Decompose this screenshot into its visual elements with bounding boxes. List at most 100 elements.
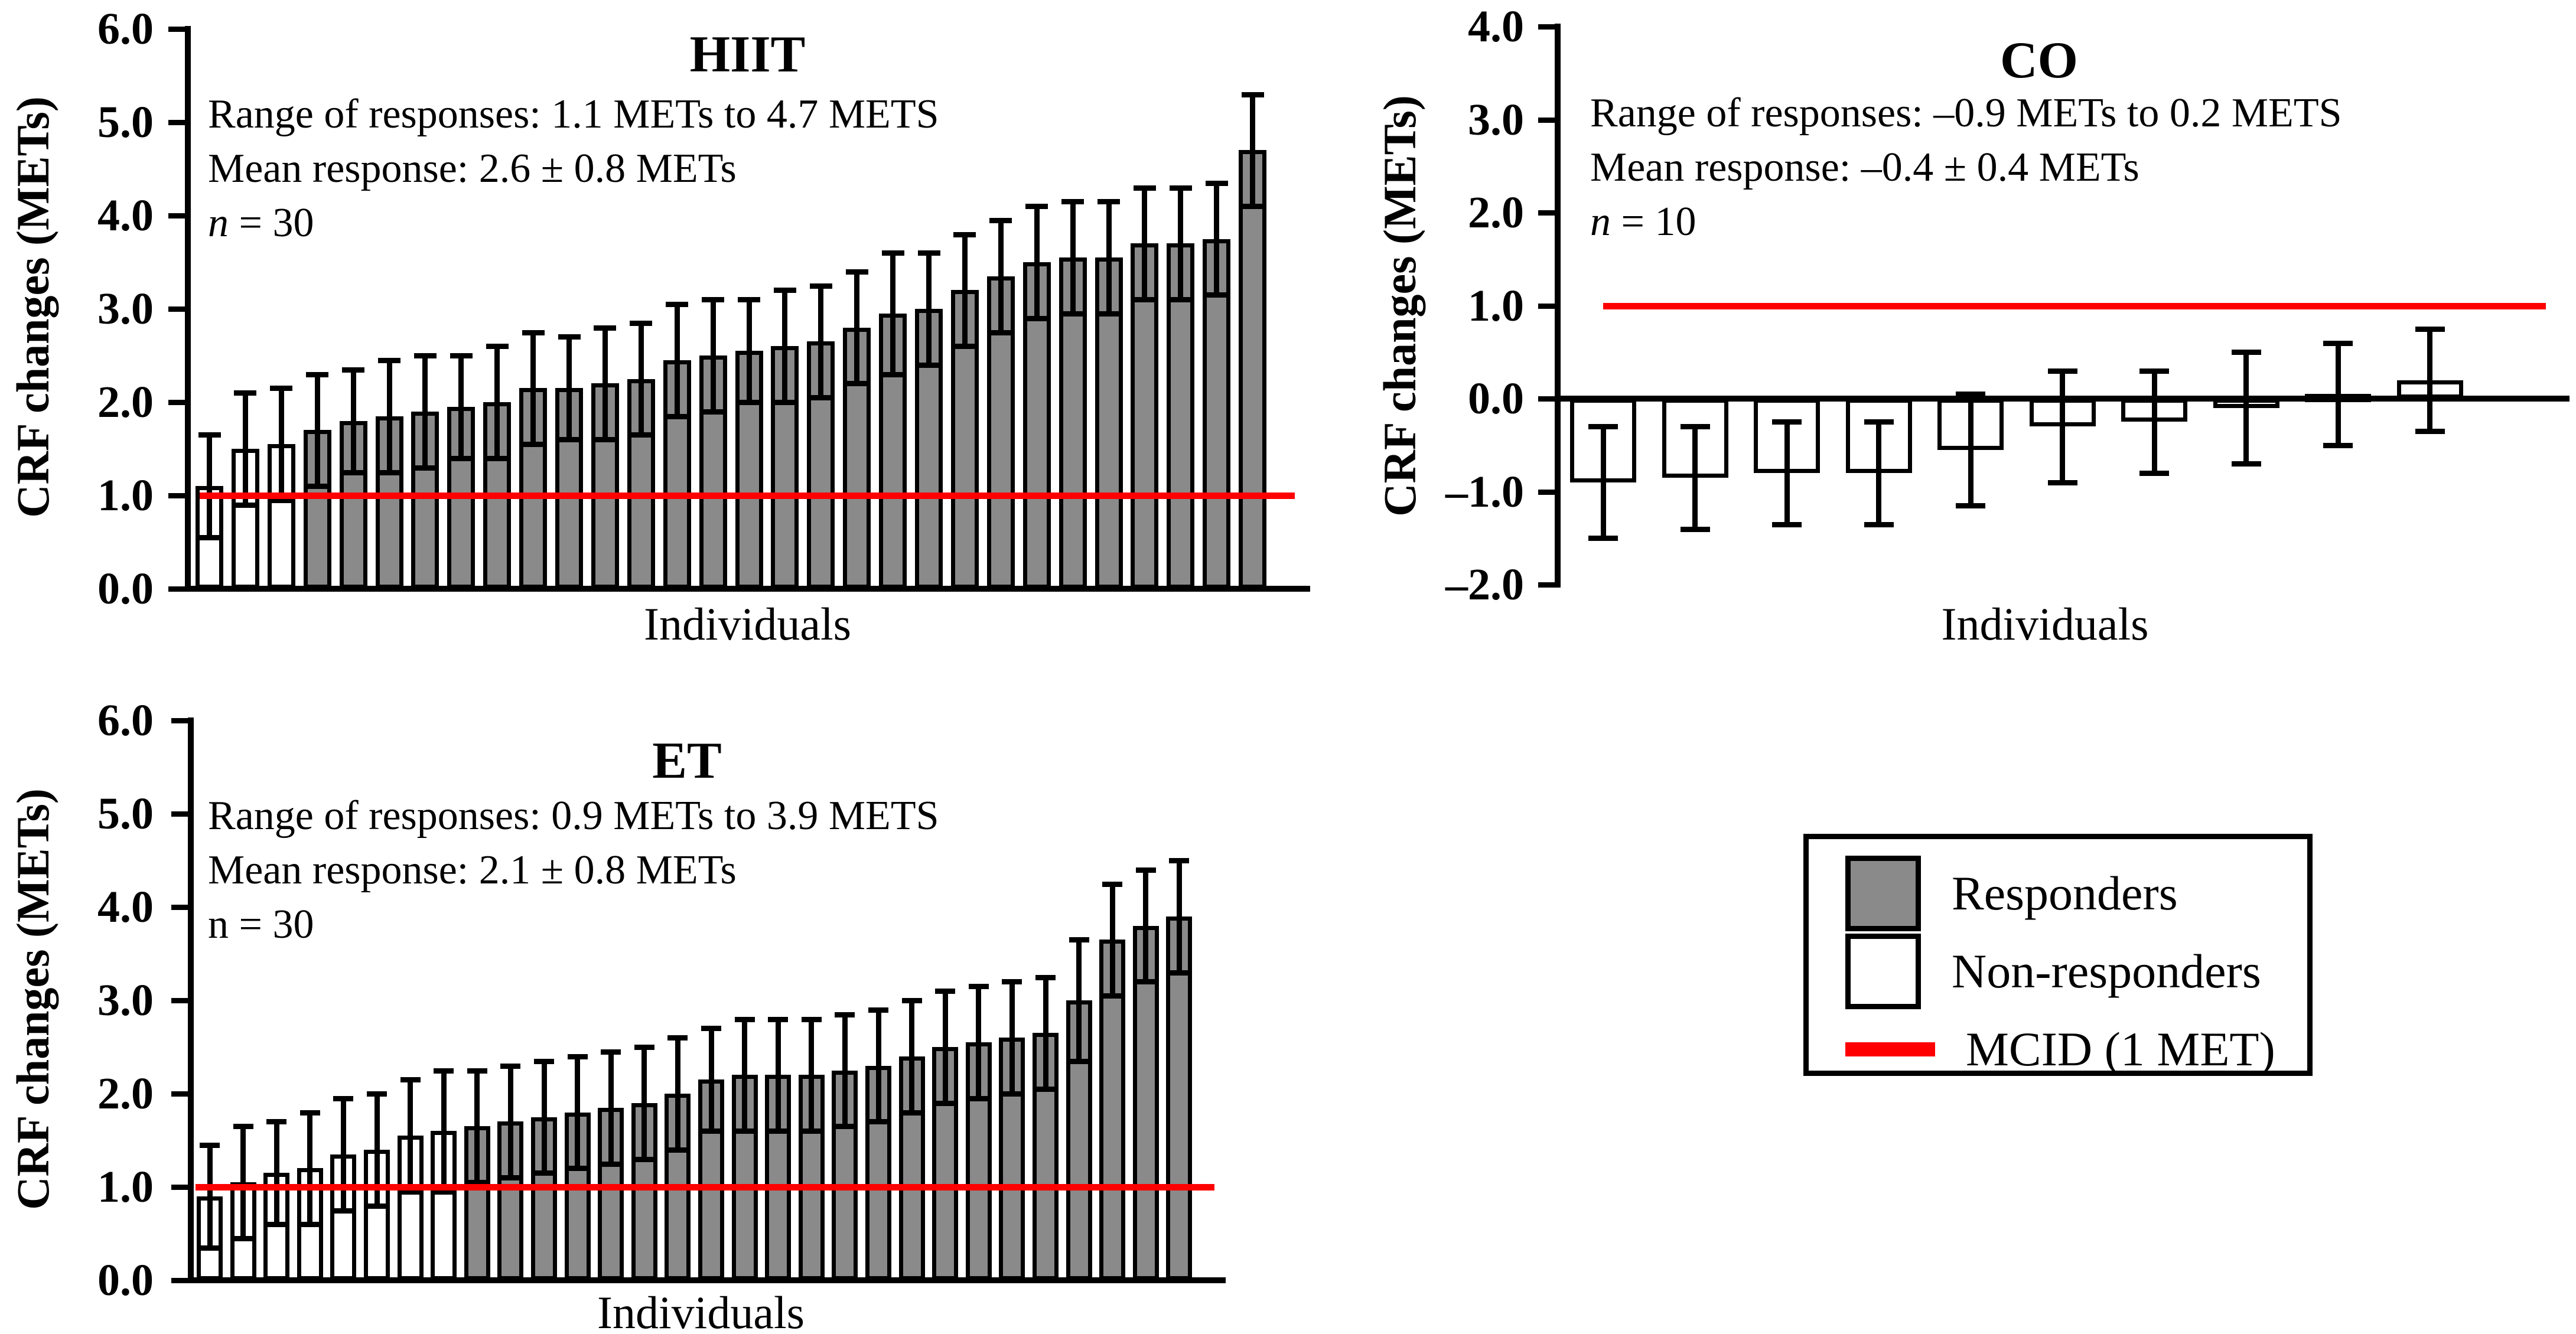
hiit-error-bar-cap	[522, 442, 545, 448]
et-y-axis-tick	[171, 998, 188, 1003]
co-x-axis-label: Individuals	[1941, 598, 2149, 650]
hiit-error-bar-cap	[234, 390, 257, 396]
hiit-error-bar-cap	[1133, 185, 1156, 191]
et-error-bar	[1143, 869, 1149, 982]
et-error-bar-cap	[968, 1095, 989, 1101]
legend-label-responders: Responders	[1952, 866, 2178, 920]
et-error-bar-cap	[233, 1124, 253, 1130]
hiit-error-bar	[1106, 201, 1112, 314]
hiit-error-bar-cap	[450, 353, 473, 358]
hiit-error-bar	[638, 322, 644, 435]
et-error-bar-cap	[200, 1245, 220, 1251]
hiit-error-bar-cap	[342, 469, 365, 475]
et-error-bar-cap	[768, 1128, 789, 1134]
et-error-bar	[240, 1126, 246, 1238]
et-error-bar	[742, 1019, 748, 1131]
co-error-bar	[2335, 343, 2341, 445]
hiit-error-bar-cap	[666, 302, 689, 308]
et-y-axis-tick-label: 3.0	[97, 976, 154, 1025]
hiit-y-axis-tick	[168, 586, 185, 592]
hiit-error-bar	[530, 332, 536, 445]
legend-label-mcid: MCID (1 MET)	[1966, 1022, 2275, 1076]
co-y-axis-tick	[1538, 396, 1555, 402]
et-error-bar-cap	[1002, 1091, 1022, 1097]
hiit-error-bar-cap	[953, 231, 976, 237]
legend-item-non-responders: Non-responders	[1845, 932, 2261, 1010]
hiit-annotations: Range of responses: 1.1 METs to 4.7 METS…	[208, 87, 939, 250]
et-error-bar-cap	[333, 1208, 354, 1214]
et-error-bar-cap	[467, 1068, 487, 1074]
co-error-bar	[2243, 352, 2249, 464]
hiit-error-bar-cap	[1169, 297, 1192, 303]
et-error-bar-cap	[534, 1058, 554, 1064]
hiit-y-axis-tick-label: 6.0	[97, 4, 154, 54]
hiit-error-bar-cap	[378, 469, 400, 475]
et-error-bar	[1009, 981, 1015, 1094]
et-error-bar-cap	[601, 1161, 621, 1167]
et-error-bar-cap	[1002, 979, 1022, 985]
hiit-y-axis-line	[185, 26, 191, 592]
et-error-bar-cap	[367, 1091, 387, 1097]
et-error-bar	[541, 1061, 547, 1173]
hiit-error-bar-cap	[1025, 315, 1048, 321]
et-y-axis-tick	[171, 1278, 188, 1283]
hiit-bar-responder	[519, 388, 548, 589]
co-error-bar	[2151, 370, 2157, 474]
hiit-error-bar-cap	[558, 437, 581, 443]
co-x-axis-line	[1555, 396, 2570, 402]
co-error-bar-cap	[1680, 526, 1710, 532]
co-y-axis-tick-label: 3.0	[1468, 94, 1524, 145]
et-error-bar-cap	[901, 1110, 922, 1116]
co-error-bar	[1600, 426, 1606, 539]
hiit-error-bar-cap	[306, 484, 329, 490]
et-error-bar	[507, 1065, 513, 1178]
co-error-bar	[2060, 370, 2065, 482]
hiit-mcid-line	[200, 492, 1295, 499]
et-error-bar	[608, 1051, 614, 1164]
et-y-axis-tick-label: 1.0	[97, 1162, 154, 1212]
hiit-error-bar-cap	[1061, 311, 1085, 317]
hiit-error-bar-cap	[306, 371, 329, 377]
et-error-bar-cap	[701, 1026, 721, 1032]
et-y-axis-tick-label: 5.0	[97, 789, 154, 839]
et-error-bar	[474, 1070, 480, 1183]
et-error-bar-cap	[434, 1189, 454, 1195]
co-y-axis-tick-label: 4.0	[1468, 2, 1524, 51]
et-n-text: n = 30	[208, 902, 314, 947]
et-error-bar-cap	[734, 1016, 755, 1022]
hiit-error-bar	[566, 337, 572, 440]
hiit-error-bar-cap	[953, 344, 976, 350]
et-y-axis-tick	[171, 905, 188, 910]
hiit-error-bar	[458, 355, 464, 458]
hiit-error-bar-cap	[1205, 292, 1228, 298]
hiit-error-bar-cap	[1098, 311, 1120, 317]
et-error-bar	[575, 1056, 581, 1169]
hiit-error-bar-cap	[1241, 92, 1264, 97]
et-error-bar-cap	[200, 1142, 220, 1148]
hiit-x-axis-label: Individuals	[644, 598, 851, 650]
hiit-bar-responder	[663, 360, 691, 589]
co-error-bar-cap	[1772, 419, 1802, 425]
et-error-bar-cap	[266, 1222, 287, 1228]
et-error-bar-cap	[1135, 867, 1156, 873]
hiit-y-axis-tick-label: 0.0	[97, 564, 154, 614]
et-error-bar-cap	[634, 1156, 654, 1162]
hiit-error-bar-cap	[198, 535, 221, 541]
hiit-error-bar-cap	[413, 353, 437, 358]
et-bar-responder	[1166, 916, 1193, 1280]
et-error-bar-cap	[801, 1128, 822, 1134]
co-error-bar-cap	[1956, 503, 1985, 509]
et-y-axis-tick	[171, 718, 188, 723]
hiit-error-bar	[818, 285, 824, 398]
et-y-axis-tick-label: 2.0	[97, 1069, 154, 1118]
hiit-error-bar-cap	[450, 455, 473, 461]
hiit-error-bar-cap	[558, 334, 581, 340]
et-error-bar-cap	[901, 998, 922, 1003]
hiit-error-bar-cap	[630, 320, 653, 326]
hiit-error-bar-cap	[809, 395, 832, 401]
et-error-bar-cap	[367, 1203, 387, 1209]
co-y-axis-tick	[1538, 210, 1555, 216]
et-error-bar-cap	[968, 984, 989, 990]
et-error-bar	[842, 1014, 848, 1127]
hiit-error-bar	[1142, 187, 1148, 300]
